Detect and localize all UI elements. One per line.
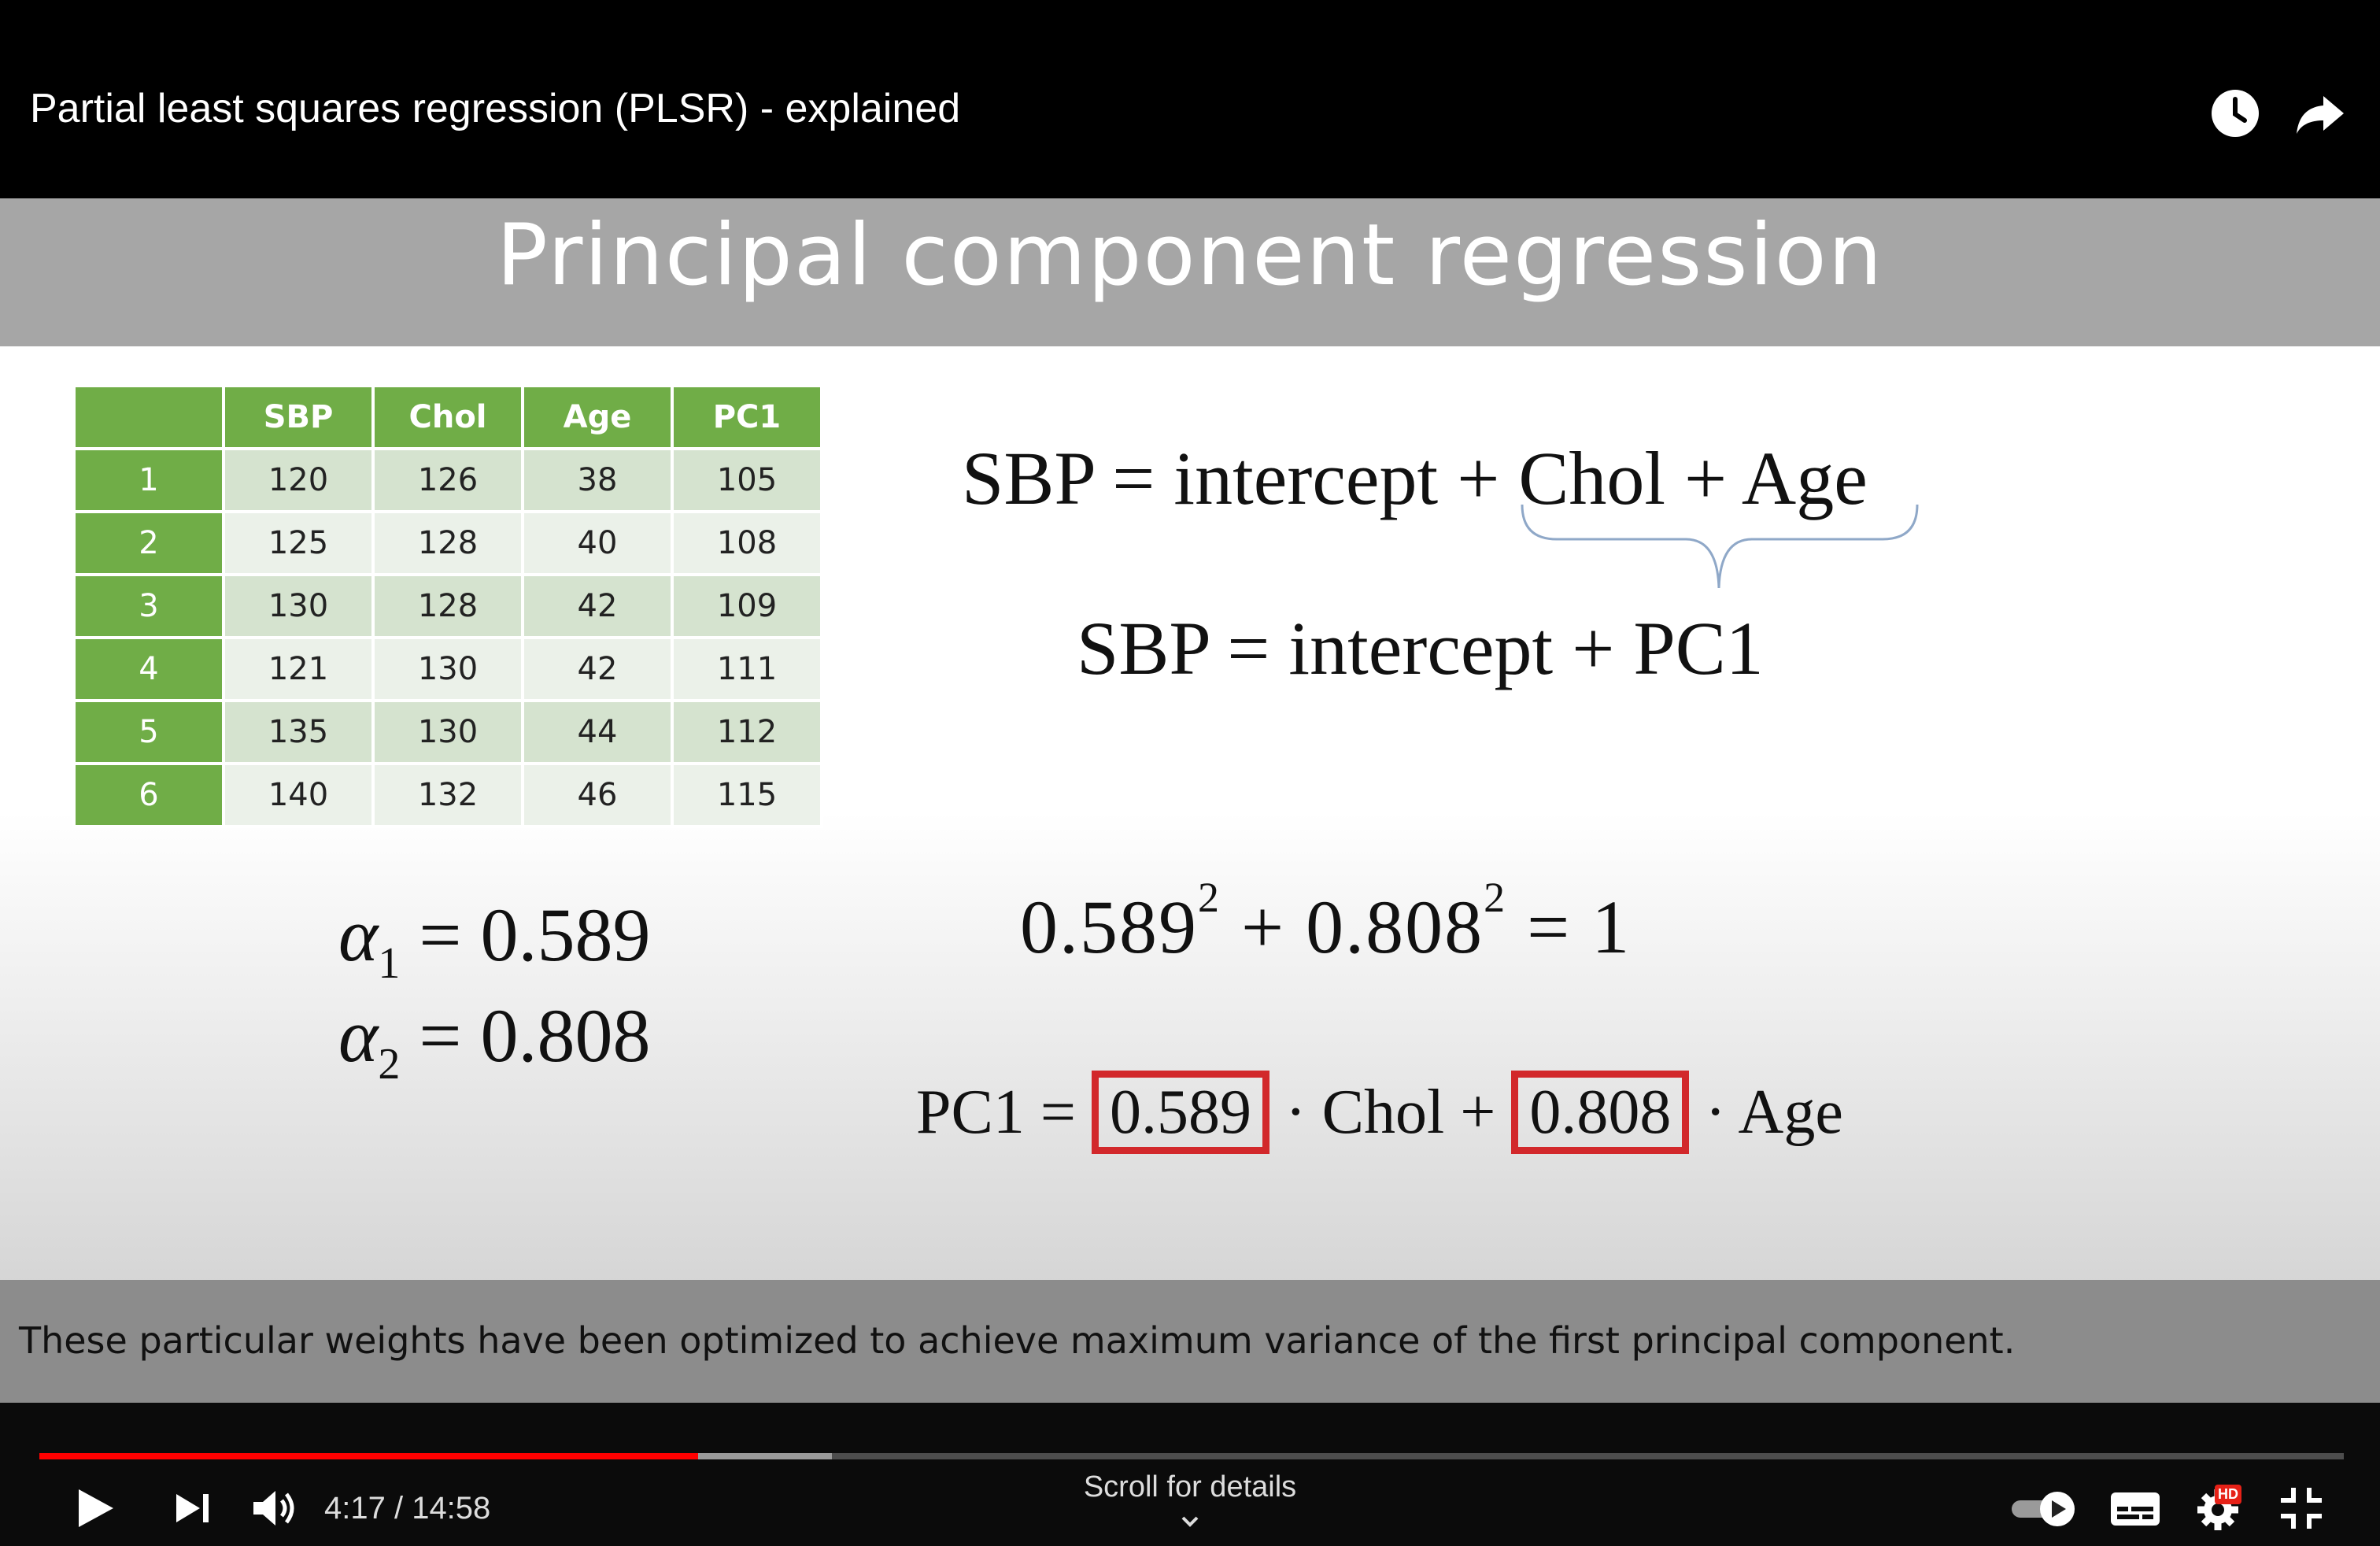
slide-header: Principal component regression <box>0 198 2380 346</box>
video-title[interactable]: Partial least squares regression (PLSR) … <box>30 86 961 131</box>
volume-icon[interactable] <box>249 1483 304 1533</box>
alpha-symbol: α <box>338 893 379 977</box>
table-cell: 125 <box>222 510 375 576</box>
table-cell: 38 <box>521 447 674 513</box>
weight-1: 0.589 <box>1020 885 1198 969</box>
pc1-lhs: PC1 = <box>916 1078 1076 1147</box>
row-label: 4 <box>72 636 225 702</box>
table-cell: 130 <box>371 636 524 702</box>
alpha-weights: α1 = 0.589 α2 = 0.808 <box>338 891 651 1093</box>
table-cell: 105 <box>671 447 823 513</box>
table-cell: 128 <box>371 573 524 639</box>
table-row: 5 135 130 44 112 <box>72 699 823 765</box>
table-header: SBP <box>222 384 375 450</box>
autoplay-toggle-icon[interactable] <box>2009 1483 2084 1533</box>
table-cell: 108 <box>671 510 823 576</box>
table-cell: 111 <box>671 636 823 702</box>
alpha-subscript: 1 <box>378 939 401 988</box>
table-cell: 130 <box>222 573 375 639</box>
table-cell: 44 <box>521 699 674 765</box>
exponent: 2 <box>1198 874 1221 921</box>
alpha-symbol: α <box>338 993 379 1078</box>
table-row: 2 125 128 40 108 <box>72 510 823 576</box>
chol-term: · Chol + <box>1284 1078 1496 1147</box>
progress-played <box>39 1453 699 1459</box>
table-cell: 115 <box>671 762 823 828</box>
row-label: 6 <box>72 762 225 828</box>
play-icon[interactable] <box>69 1483 120 1533</box>
table-cell: 109 <box>671 573 823 639</box>
table-header <box>72 384 225 450</box>
hd-badge: HD <box>2215 1485 2241 1504</box>
table-cell: 128 <box>371 510 524 576</box>
table-row: 1 120 126 38 105 <box>72 447 823 513</box>
table-row: 3 130 128 42 109 <box>72 573 823 639</box>
exit-fullscreen-icon[interactable] <box>2276 1483 2326 1533</box>
watch-later-icon[interactable] <box>2207 85 2264 142</box>
brace-shape <box>1521 504 1919 589</box>
table-cell: 42 <box>521 636 674 702</box>
alpha-1: α1 = 0.589 <box>338 891 651 992</box>
video-frame[interactable]: Principal component regression SBP Chol … <box>0 198 2380 1403</box>
table-cell: 120 <box>222 447 375 513</box>
table-row: 6 140 132 46 115 <box>72 762 823 828</box>
highlighted-weight-chol: 0.589 <box>1091 1071 1269 1154</box>
caption-band: These particular weights have been optim… <box>0 1280 2380 1403</box>
row-label: 3 <box>72 573 225 639</box>
alpha-value: = 0.808 <box>419 993 651 1078</box>
equation-pc1: PC1 = 0.589 · Chol + 0.808 · Age <box>916 1071 1843 1154</box>
table-row: 4 121 130 42 111 <box>72 636 823 702</box>
chevron-down-icon[interactable] <box>1175 1511 1205 1532</box>
equation-sbp-pc1: SBP = intercept + PC1 <box>1077 606 1764 690</box>
row-label: 2 <box>72 510 225 576</box>
video-top-bar: Partial least squares regression (PLSR) … <box>0 0 2380 198</box>
table-header: Chol <box>371 384 524 450</box>
slide-caption: These particular weights have been optim… <box>19 1319 2016 1362</box>
table-cell: 46 <box>521 762 674 828</box>
exponent: 2 <box>1484 874 1507 921</box>
table-cell: 121 <box>222 636 375 702</box>
table-cell: 140 <box>222 762 375 828</box>
table-cell: 112 <box>671 699 823 765</box>
table-cell: 126 <box>371 447 524 513</box>
share-icon[interactable] <box>2292 85 2349 142</box>
data-table: SBP Chol Age PC1 1 120 126 38 105 2 125 … <box>72 384 823 828</box>
table-cell: 42 <box>521 573 674 639</box>
table-header: PC1 <box>671 384 823 450</box>
row-label: 5 <box>72 699 225 765</box>
equals-one: = 1 <box>1527 885 1632 969</box>
subtitles-icon[interactable] <box>2106 1483 2164 1533</box>
table-cell: 132 <box>371 762 524 828</box>
slide-title: Principal component regression <box>496 206 1884 305</box>
weight-2: 0.808 <box>1306 885 1484 969</box>
age-term: · Age <box>1705 1078 1843 1147</box>
equation-sbp-full: SBP = intercept + Chol + Age <box>962 436 1868 520</box>
alpha-2: α2 = 0.808 <box>338 992 651 1093</box>
table-header-row: SBP Chol Age PC1 <box>72 384 823 450</box>
row-label: 1 <box>72 447 225 513</box>
next-icon[interactable] <box>168 1483 219 1533</box>
equation-unit-norm: 0.5892 + 0.8082 = 1 <box>1020 876 1632 971</box>
time-display: 4:17 / 14:58 <box>324 1491 491 1526</box>
player-controls: 4:17 / 14:58 Scroll for details HD <box>0 1403 2380 1546</box>
table-header: Age <box>521 384 674 450</box>
alpha-subscript: 2 <box>378 1040 401 1089</box>
scroll-for-details[interactable]: Scroll for details <box>1083 1470 1297 1503</box>
table-cell: 130 <box>371 699 524 765</box>
highlighted-weight-age: 0.808 <box>1511 1071 1690 1154</box>
alpha-value: = 0.589 <box>419 893 651 977</box>
plus-sign: + <box>1241 885 1286 969</box>
table-cell: 135 <box>222 699 375 765</box>
progress-bar[interactable] <box>39 1453 2344 1459</box>
table-cell: 40 <box>521 510 674 576</box>
